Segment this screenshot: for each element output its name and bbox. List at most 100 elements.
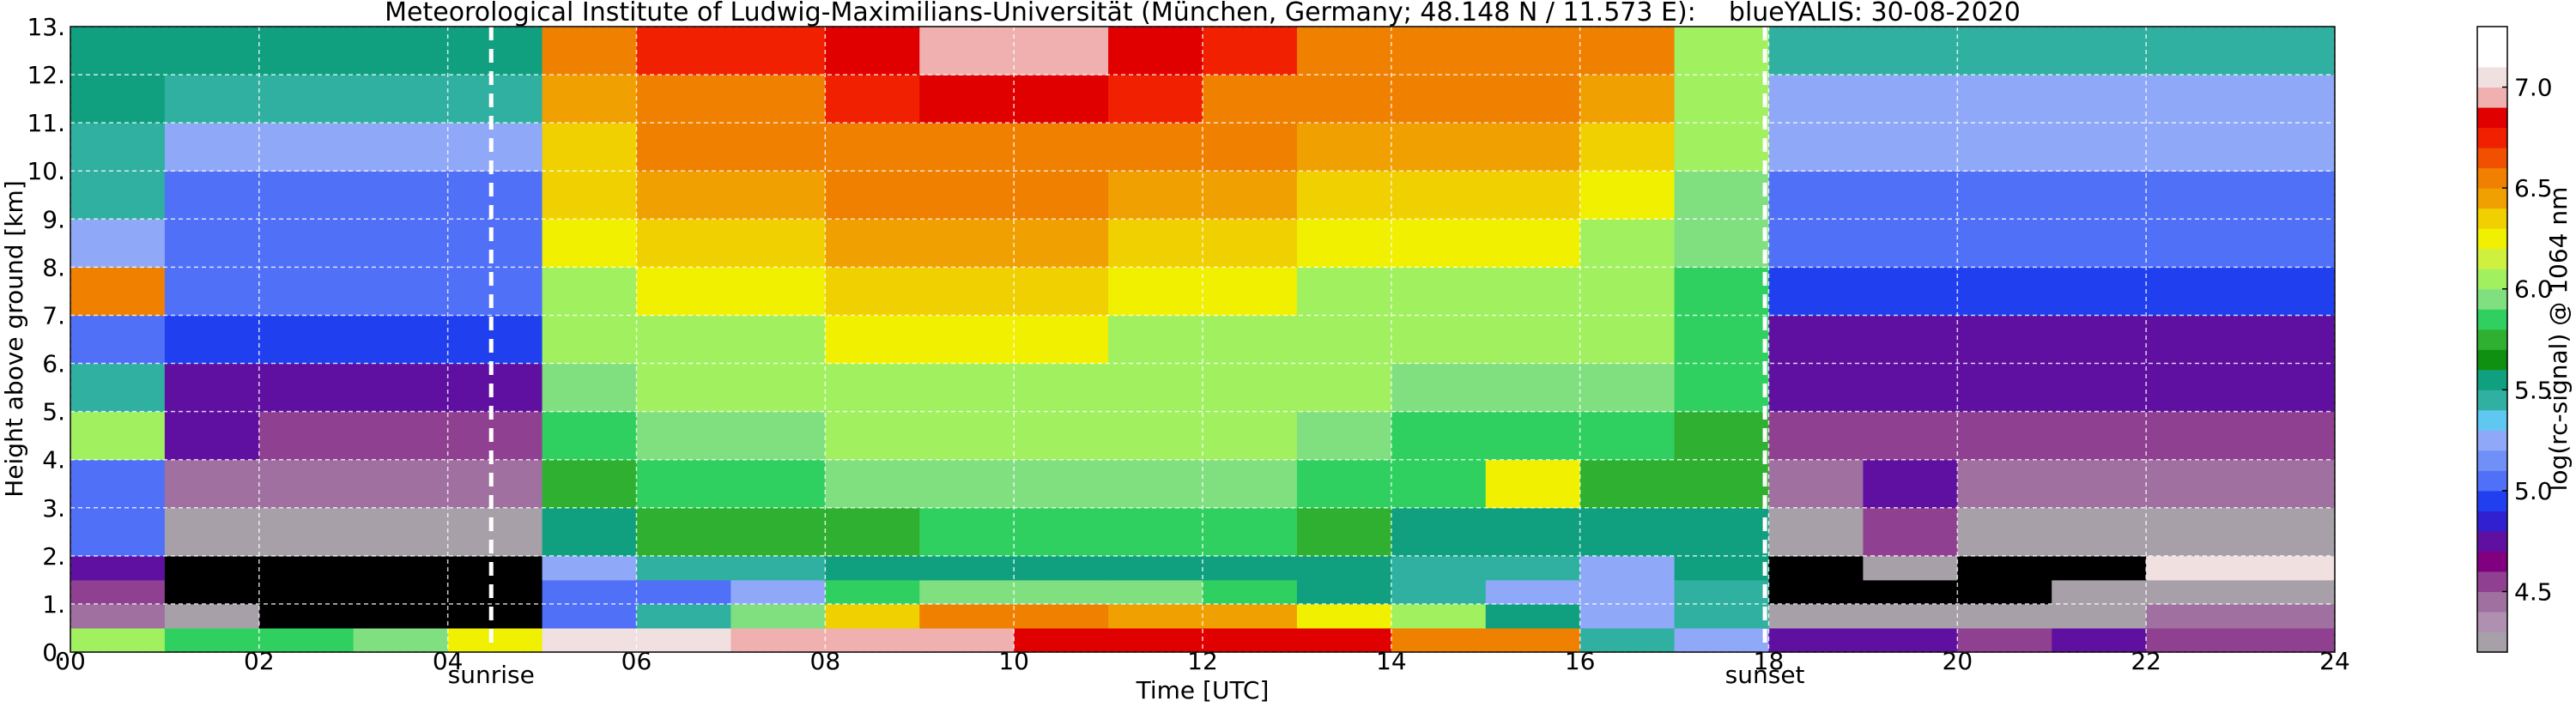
heatmap-cell: [1203, 411, 1298, 461]
heatmap-cell: [447, 507, 543, 557]
heatmap-cell: [2052, 579, 2147, 605]
heatmap-cell: [2146, 603, 2241, 629]
heatmap-cell: [542, 411, 637, 461]
heatmap-cell: [825, 363, 920, 413]
heatmap-cell: [1768, 603, 1864, 629]
heatmap-cell: [2240, 219, 2336, 268]
heatmap-cell: [1957, 363, 2052, 413]
heatmap-cell: [258, 363, 355, 413]
heatmap-cell: [730, 219, 826, 268]
heatmap-cell: [1108, 171, 1203, 220]
heatmap-cell: [919, 579, 1015, 605]
heatmap-cell: [1957, 171, 2052, 220]
heatmap-cell: [636, 171, 731, 220]
heatmap-cell: [1674, 123, 1769, 172]
heatmap-cell: [636, 219, 731, 268]
heatmap-cell: [2240, 555, 2336, 581]
heatmap-cell: [542, 267, 637, 316]
heatmap-cell: [636, 363, 731, 413]
heatmap-cell: [2052, 603, 2147, 629]
heatmap-cell: [2052, 123, 2147, 172]
heatmap-cell: [447, 627, 543, 653]
colorbar-segment: [2477, 167, 2507, 189]
heatmap-cell: [1579, 27, 1676, 76]
heatmap-cell: [2052, 363, 2147, 413]
heatmap-cell: [1391, 219, 1487, 268]
heatmap-cell: [1203, 75, 1298, 124]
heatmap-cell: [919, 411, 1015, 461]
heatmap-cell: [258, 459, 355, 509]
heatmap-cell: [2052, 27, 2147, 76]
heatmap-cell: [353, 579, 449, 605]
heatmap-cell: [730, 579, 826, 605]
heatmap-cell: [636, 315, 731, 365]
heatmap-cell: [730, 123, 826, 172]
heatmap-cell: [730, 507, 826, 557]
heatmap-cell: [447, 123, 543, 172]
heatmap-cell: [542, 27, 637, 76]
heatmap-cell: [1203, 555, 1298, 581]
x-tick-label: 02: [244, 647, 275, 675]
heatmap-cell: [164, 555, 260, 581]
heatmap-cell: [353, 171, 449, 220]
heatmap-cell: [1203, 579, 1298, 605]
heatmap-cell: [2146, 507, 2241, 557]
heatmap-cell: [919, 555, 1015, 581]
heatmap-cell: [1014, 315, 1109, 365]
heatmap-cell: [919, 75, 1015, 124]
x-tick-label: 22: [2131, 647, 2161, 675]
heatmap-cell: [447, 363, 543, 413]
colorbar-segment: [2477, 208, 2507, 229]
heatmap-cell: [919, 627, 1015, 653]
heatmap-cell: [1579, 123, 1676, 172]
heatmap-cell: [447, 411, 543, 461]
heatmap-cell: [1957, 507, 2052, 557]
heatmap-cell: [1485, 579, 1581, 605]
heatmap-cell: [353, 267, 449, 316]
heatmap-cell: [1674, 507, 1769, 557]
colorbar-frame: [2476, 26, 2508, 653]
heatmap-cell: [1674, 627, 1769, 653]
heatmap-cell: [2052, 267, 2147, 316]
heatmap-cell: [1296, 219, 1392, 268]
heatmap-cell: [2052, 219, 2147, 268]
heatmap-cell: [1674, 555, 1769, 581]
heatmap-cell: [1485, 603, 1581, 629]
heatmap-cell: [1203, 627, 1298, 653]
heatmap-cell: [164, 27, 260, 76]
heatmap-cell: [1108, 123, 1203, 172]
heatmap-cell: [70, 459, 166, 509]
heatmap-cell: [2146, 27, 2241, 76]
heatmap-cell: [1863, 579, 1958, 605]
heatmap-cell: [2240, 579, 2336, 605]
heatmap-cell: [164, 507, 260, 557]
heatmap-cell: [447, 171, 543, 220]
heatmap-cell: [730, 363, 826, 413]
heatmap-cell: [1391, 315, 1487, 365]
heatmap-cell: [447, 267, 543, 316]
heatmap-cell: [164, 579, 260, 605]
y-axis-label: Height above ground [km]: [0, 180, 28, 498]
colorbar-segment: [2477, 631, 2507, 653]
heatmap-cell: [447, 555, 543, 581]
heatmap-cell: [1863, 411, 1958, 461]
heatmap-cell: [1296, 555, 1392, 581]
heatmap-cell: [1579, 267, 1676, 316]
colorbar-segment: [2477, 46, 2507, 68]
heatmap-cell: [730, 555, 826, 581]
heatmap-cell: [1391, 27, 1487, 76]
y-tick-label: 1.: [42, 590, 65, 619]
heatmap-cell: [1296, 579, 1392, 605]
heatmap-cell: [1768, 459, 1864, 509]
heatmap-cell: [1579, 459, 1676, 509]
heatmap-cell: [1863, 363, 1958, 413]
heatmap-cell: [542, 627, 637, 653]
heatmap-cell: [1768, 219, 1864, 268]
heatmap-cell: [70, 411, 166, 461]
heatmap-cell: [1485, 27, 1581, 76]
heatmap-cell: [1108, 627, 1203, 653]
heatmap-cell: [70, 555, 166, 581]
heatmap-cell: [2240, 627, 2336, 653]
heatmap-cell: [1014, 171, 1109, 220]
